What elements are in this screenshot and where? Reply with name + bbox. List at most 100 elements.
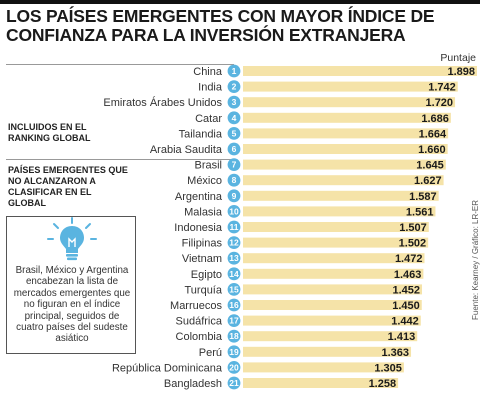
group-label-included: INCLUIDOS EN EL RANKING GLOBAL — [8, 122, 91, 143]
value-label: 1.463 — [394, 269, 422, 281]
value-label: 1.898 — [447, 66, 475, 78]
category-label: Marruecos — [170, 300, 222, 312]
bar — [243, 97, 456, 108]
rank-number: 16 — [229, 300, 239, 310]
category-label: India — [198, 82, 223, 94]
rank-number: 3 — [232, 97, 237, 107]
value-label: 1.561 — [406, 206, 434, 218]
rank-number: 2 — [232, 82, 237, 92]
rank-badge — [227, 205, 241, 218]
rank-number: 19 — [229, 347, 239, 357]
category-label: Indonesia — [174, 222, 223, 234]
bar — [243, 346, 412, 357]
category-label: Perú — [199, 347, 222, 359]
category-label: Argentina — [175, 191, 223, 203]
rank-badge — [227, 111, 241, 125]
rank-badge — [227, 173, 241, 187]
category-label: México — [187, 175, 222, 187]
chart-title: LOS PAÍSES EMERGENTES CON MAYOR ÍNDICE D… — [6, 6, 435, 45]
value-label: 1.720 — [426, 97, 454, 109]
rank-badge — [227, 142, 241, 156]
category-label: República Dominicana — [112, 362, 223, 374]
bar — [243, 378, 399, 388]
bar — [243, 128, 449, 139]
value-label: 1.305 — [374, 362, 402, 374]
value-label: 1.627 — [414, 175, 442, 187]
bar — [243, 81, 458, 92]
bar — [243, 315, 421, 326]
rank-number: 14 — [229, 269, 239, 279]
bar — [243, 268, 424, 279]
rank-number: 21 — [229, 378, 239, 388]
value-label: 1.452 — [392, 284, 420, 296]
category-label: Malasia — [184, 206, 223, 218]
category-label: Colombia — [176, 331, 223, 343]
bar — [243, 66, 477, 76]
bar — [243, 190, 439, 201]
rank-badge — [227, 126, 241, 140]
value-label: 1.645 — [416, 160, 444, 172]
bar — [243, 175, 444, 186]
category-label: Brasil — [194, 160, 222, 172]
bar — [243, 253, 425, 264]
bar — [243, 222, 429, 232]
rank-number: 1 — [232, 66, 237, 76]
rank-badge — [227, 189, 241, 203]
rank-number: 9 — [232, 191, 237, 201]
category-label: Emiratos Árabes Unidos — [103, 96, 222, 109]
value-label: 1.472 — [395, 253, 423, 265]
top-rule — [0, 0, 480, 4]
value-label: 1.363 — [382, 347, 410, 359]
rank-number: 13 — [229, 253, 239, 263]
value-label: 1.664 — [419, 128, 447, 140]
rank-number: 12 — [229, 238, 239, 248]
rank-number: 6 — [232, 144, 237, 154]
value-label: 1.258 — [369, 378, 397, 390]
rank-number: 4 — [232, 113, 237, 123]
divider-header — [6, 64, 234, 65]
rank-badge — [227, 95, 241, 109]
category-label: Sudáfrica — [176, 316, 223, 328]
rank-badge — [227, 80, 241, 93]
category-label: Bangladesh — [164, 378, 222, 390]
rank-badge — [227, 345, 241, 359]
rank-number: 15 — [229, 284, 239, 294]
bar — [243, 237, 429, 248]
rank-badge — [227, 64, 241, 78]
note-text: Brasil, México y Argentina encabezan la … — [13, 265, 131, 345]
value-label: 1.450 — [392, 300, 420, 312]
rank-badge — [227, 314, 241, 327]
rank-number: 18 — [229, 331, 239, 341]
rank-badge — [227, 283, 241, 296]
category-label: Tailandia — [179, 128, 223, 140]
value-label: 1.507 — [399, 222, 427, 234]
rank-number: 10 — [229, 206, 239, 216]
rank-number: 7 — [232, 160, 237, 170]
bar — [243, 112, 451, 123]
rank-badge — [227, 220, 241, 234]
rank-badge — [227, 236, 241, 250]
category-label: Turquía — [184, 284, 222, 296]
bar — [243, 206, 436, 217]
value-label: 1.660 — [418, 144, 446, 156]
rank-number: 20 — [229, 362, 239, 372]
bar — [243, 331, 418, 342]
value-label: 1.502 — [399, 238, 427, 250]
category-label: Filipinas — [182, 238, 223, 250]
column-label: Puntaje — [440, 52, 476, 64]
group-label-excluded: PAÍSES EMERGENTES QUE NO ALCANZARON A CL… — [8, 165, 128, 208]
rank-badge — [227, 329, 241, 343]
bar — [243, 159, 446, 170]
value-label: 1.587 — [409, 191, 437, 203]
rank-badge — [227, 267, 241, 281]
value-label: 1.442 — [391, 316, 419, 328]
category-label: Egipto — [191, 269, 222, 281]
rank-badge — [227, 158, 241, 172]
rank-badge — [227, 298, 241, 312]
bar — [243, 284, 423, 295]
category-label: China — [193, 66, 223, 78]
bar — [243, 300, 422, 310]
lightbulb-icon — [47, 217, 97, 261]
note-box: Brasil, México y Argentina encabezan la … — [6, 216, 136, 354]
